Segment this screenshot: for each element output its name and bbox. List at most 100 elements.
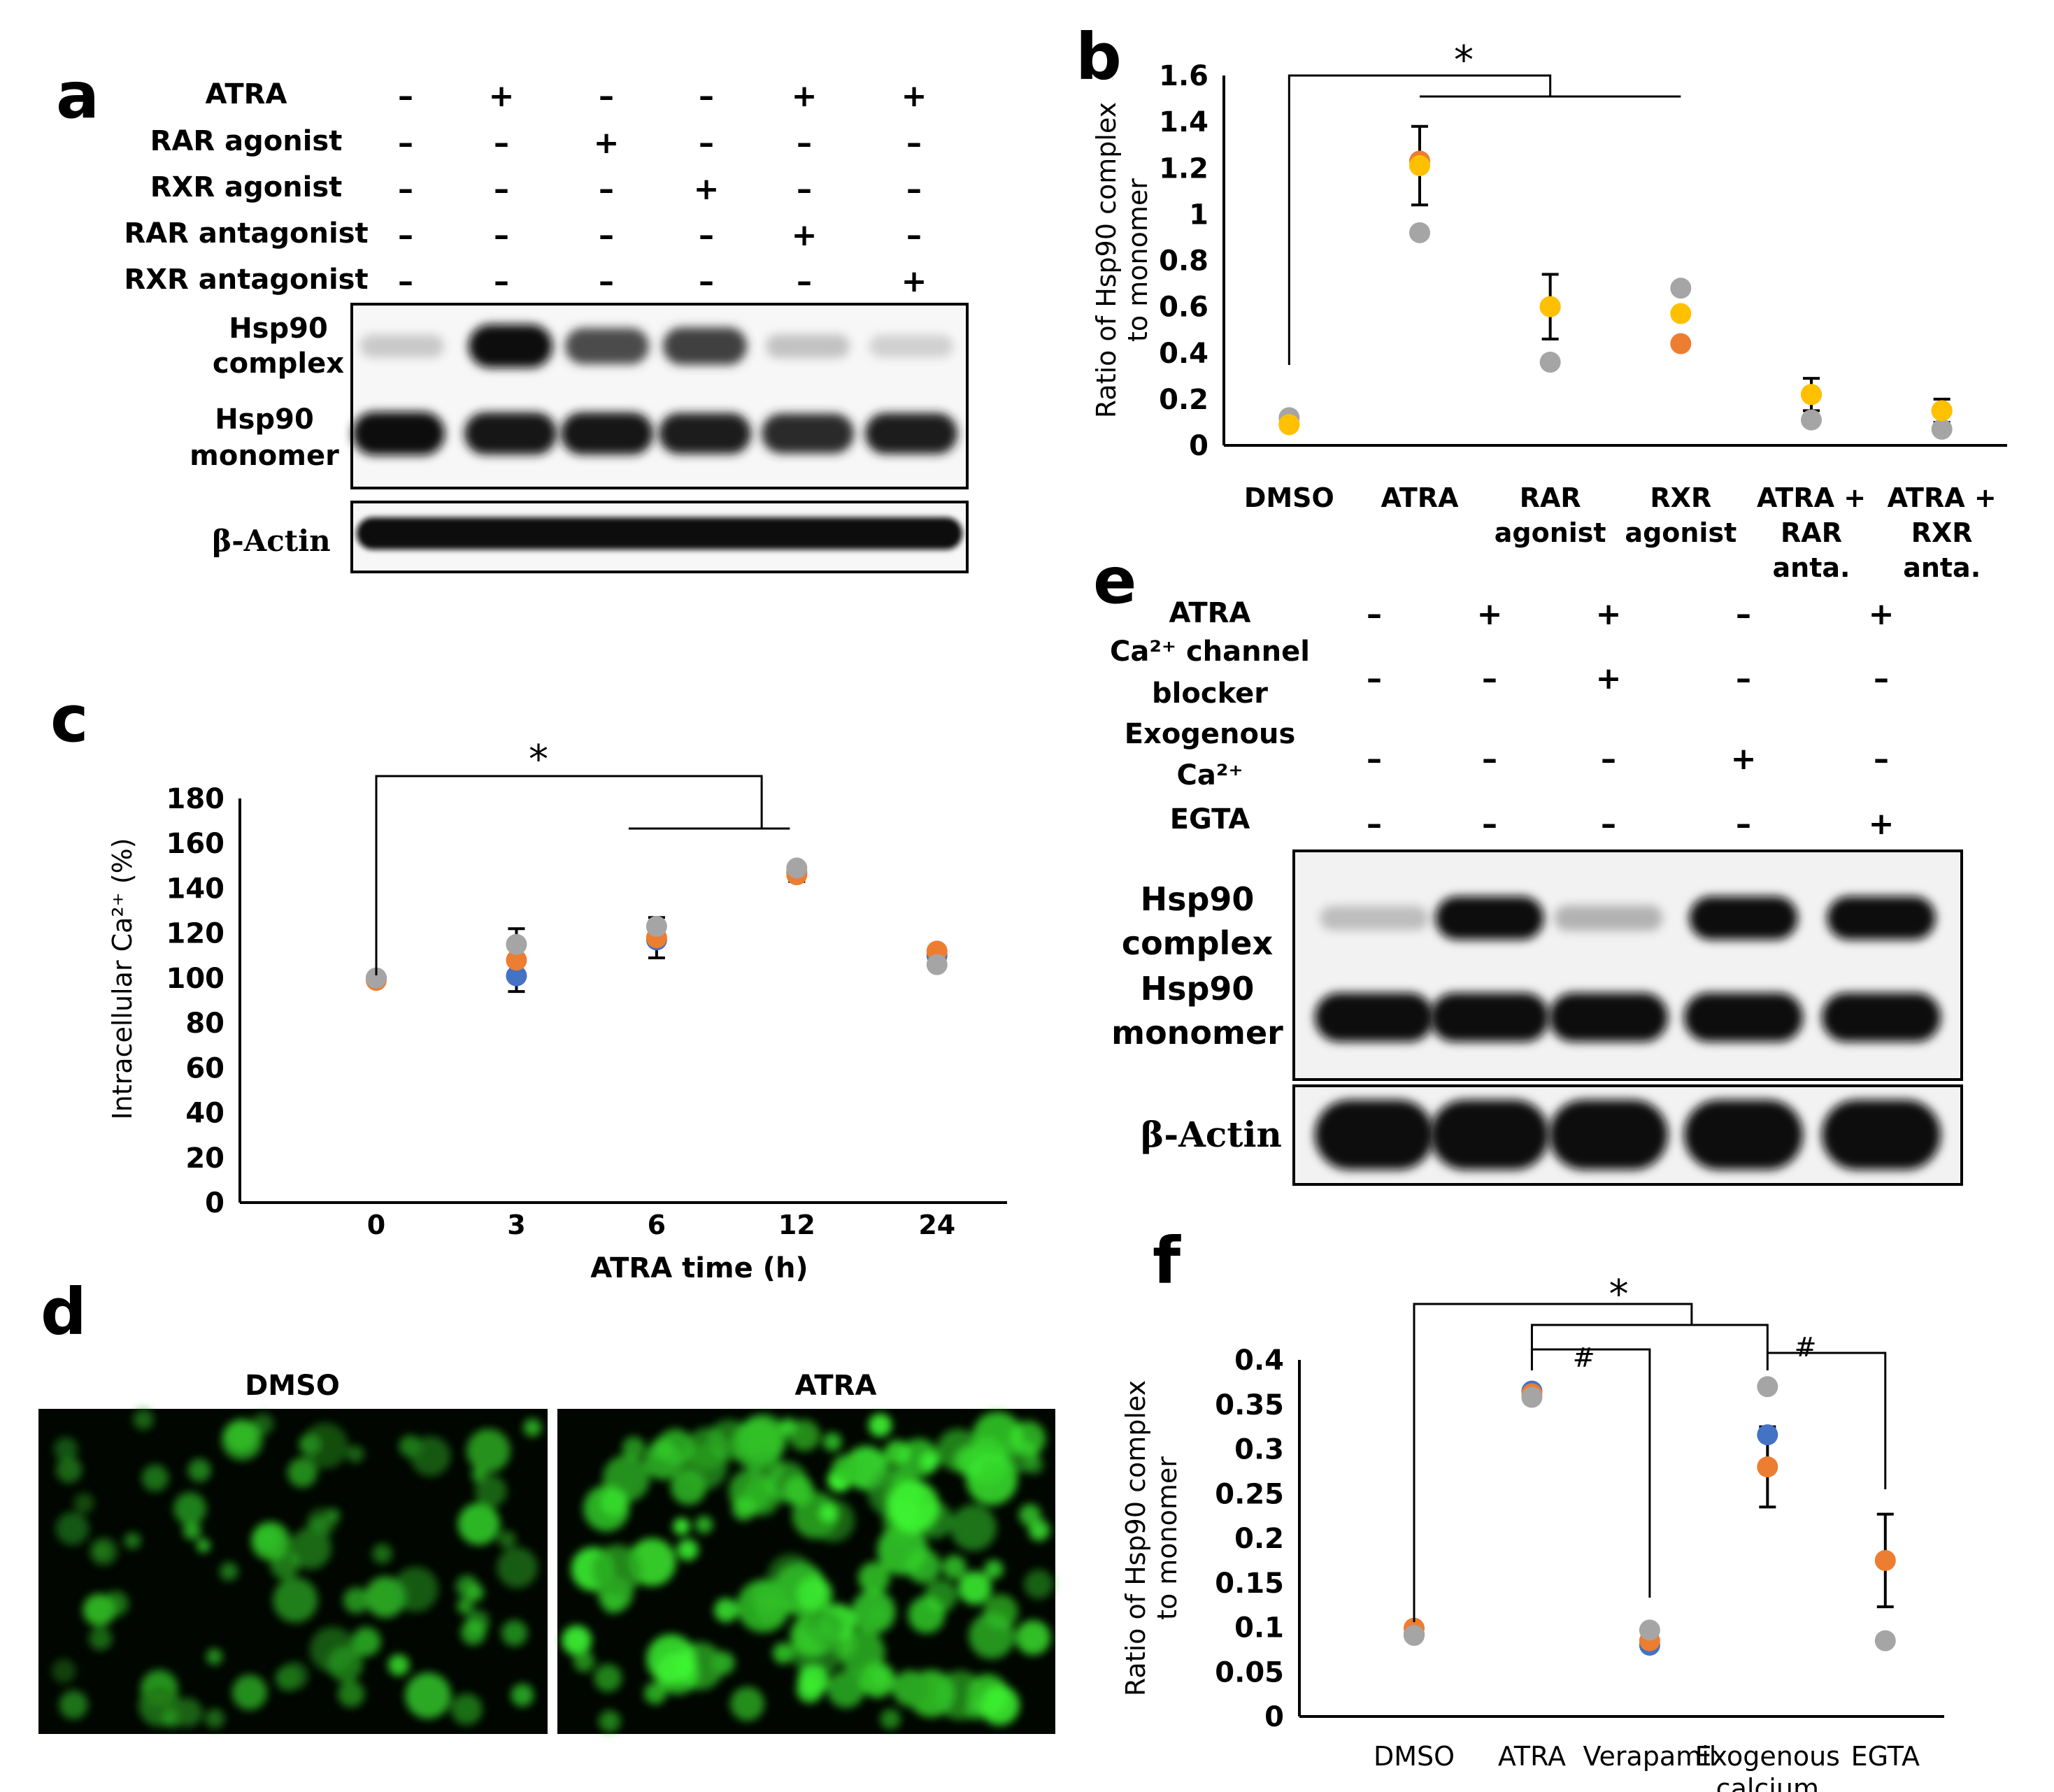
- panel-e-western-blot: Hsp90 complex Hsp90 monomer β-Actin: [1111, 850, 1963, 1186]
- data-point-rep2: [506, 949, 527, 971]
- cell-blob: [730, 1686, 764, 1721]
- panel-label-a: a: [56, 58, 99, 133]
- panel-e-sign: –: [1874, 741, 1889, 777]
- panel-e-sign: –: [1736, 596, 1751, 632]
- cell-blob: [708, 1419, 750, 1461]
- cell-blob: [290, 1528, 331, 1570]
- panel-a-monomer-band-3: [659, 413, 751, 454]
- data-point-mean: [1539, 296, 1561, 317]
- significance-marker: #: [1795, 1332, 1817, 1363]
- x-category-label: RAR: [1781, 517, 1842, 548]
- data-point-rep2: [1931, 418, 1953, 440]
- cell-blob: [573, 1651, 595, 1672]
- cell-blob: [650, 1437, 673, 1460]
- cell-blob: [475, 1475, 507, 1507]
- cell-blob: [832, 1454, 861, 1484]
- data-point-mean: [1278, 414, 1300, 436]
- cell-blob: [173, 1492, 206, 1526]
- y-tick-label: 1.4: [1159, 106, 1208, 138]
- panel-e-row-label-1-line2: blocker: [1152, 678, 1268, 710]
- panel-label-e: e: [1093, 543, 1136, 618]
- panel-a-row-label-0: ATRA: [206, 78, 287, 110]
- x-category-label: 12: [778, 1210, 815, 1240]
- cell-blob: [124, 1532, 141, 1549]
- panel-e-sign: –: [1601, 806, 1616, 842]
- cell-blob: [788, 1419, 820, 1451]
- cell-blob: [1023, 1569, 1054, 1599]
- cell-blob: [352, 1627, 381, 1656]
- cell-blob: [251, 1521, 290, 1561]
- panel-e-sign: +: [1869, 806, 1895, 842]
- y-tick-label: 0.4: [1159, 338, 1208, 370]
- panel-e-actin-band-3: [1684, 1100, 1803, 1170]
- data-point-rep3: [1521, 1386, 1543, 1408]
- panel-e-row-label-1-line1: Ca²⁺ channel: [1110, 636, 1310, 668]
- cell-blob: [325, 1508, 341, 1524]
- panel-a-sign: +: [594, 125, 620, 161]
- cell-blob: [739, 1414, 787, 1463]
- cell-blob: [196, 1538, 211, 1553]
- panel-a-monomer-band-4: [762, 413, 854, 454]
- cell-blob: [405, 1672, 451, 1719]
- cell-blob: [372, 1543, 392, 1564]
- cell-blob: [173, 1698, 203, 1728]
- y-tick-label: 0: [1264, 1701, 1284, 1733]
- cell-blob: [460, 1620, 486, 1645]
- panel-a-monomer-bands: [352, 412, 957, 455]
- cell-blob: [583, 1485, 629, 1532]
- panel-d-label-dmso: DMSO: [245, 1370, 340, 1402]
- x-category-label: 3: [507, 1210, 525, 1240]
- data-point-rep1: [1670, 333, 1692, 354]
- y-tick-label: 0.15: [1215, 1568, 1284, 1600]
- cell-blob: [337, 1680, 365, 1707]
- y-tick-label: 0.6: [1159, 292, 1208, 324]
- data-point-rep1: [1757, 1424, 1778, 1446]
- panel-a-monomer-band-5: [865, 413, 957, 454]
- panel-e-complex-bands: [1320, 896, 1936, 940]
- y-tick-label: 0.4: [1234, 1345, 1284, 1377]
- y-tick-label: 1.2: [1159, 152, 1208, 185]
- panel-e-monomer-label-2: monomer: [1111, 1014, 1283, 1052]
- panel-e-sign: –: [1482, 661, 1497, 696]
- panel-a-sign: –: [797, 125, 812, 161]
- panel-e-monomer-label-1: Hsp90: [1141, 970, 1255, 1008]
- panel-e-sign: –: [1367, 661, 1382, 696]
- panel-e-sign: –: [1736, 806, 1751, 842]
- y-tick-label: 0: [205, 1187, 224, 1219]
- x-category-label: 0: [367, 1210, 385, 1240]
- cell-blob: [457, 1503, 500, 1545]
- panel-e-complex-band-3: [1689, 896, 1798, 940]
- panel-e-sign: –: [1367, 741, 1382, 777]
- panel-a-row-label-3: RAR antagonist: [124, 217, 368, 250]
- panel-e-actin-band-2: [1549, 1100, 1668, 1170]
- cell-blob: [711, 1651, 735, 1675]
- panel-e-sign: –: [1367, 596, 1382, 632]
- cell-blob: [393, 1566, 438, 1612]
- x-category-label: ATRA: [1498, 1741, 1566, 1772]
- data-point-rep3: [646, 916, 667, 938]
- x-category-label: Exogenous: [1695, 1741, 1840, 1772]
- panel-a-sign: +: [489, 78, 515, 114]
- x-category-label: ATRA +: [1757, 482, 1866, 513]
- panel-a-row-label-4: RXR antagonist: [124, 264, 368, 296]
- panel-e-complex-band-4: [1827, 896, 1936, 940]
- panel-a-sign: –: [494, 264, 509, 299]
- cell-blob: [1025, 1455, 1044, 1475]
- x-category-label: ATRA +: [1888, 482, 1997, 513]
- panel-a-complex-band-2: [565, 328, 649, 364]
- panel-a-complex-band-5: [869, 335, 953, 357]
- cell-blob: [594, 1663, 622, 1692]
- significance-marker: *: [529, 737, 548, 782]
- x-category-label: EGTA: [1851, 1741, 1920, 1772]
- cell-blob: [797, 1576, 833, 1612]
- panel-e-row-label-0: ATRA: [1169, 597, 1251, 629]
- significance-bracket: [1766, 1352, 1887, 1489]
- cell-blob: [935, 1670, 985, 1721]
- cell-blob: [133, 1409, 154, 1430]
- panel-e-sign: –: [1601, 741, 1616, 777]
- y-tick-label: 0.05: [1215, 1656, 1284, 1689]
- panel-a-condition-table: ATRA – + – – + + RAR agonist – – + – – – RXR agonist – –…: [124, 78, 927, 299]
- y-tick-label: 140: [166, 873, 225, 905]
- cell-blob: [950, 1504, 997, 1551]
- chart-b: 0 0.2 0.4 0.6 0.8 1 1.2 1.4 1.6 DMSO ATRA RAR agonis…: [1091, 38, 2007, 583]
